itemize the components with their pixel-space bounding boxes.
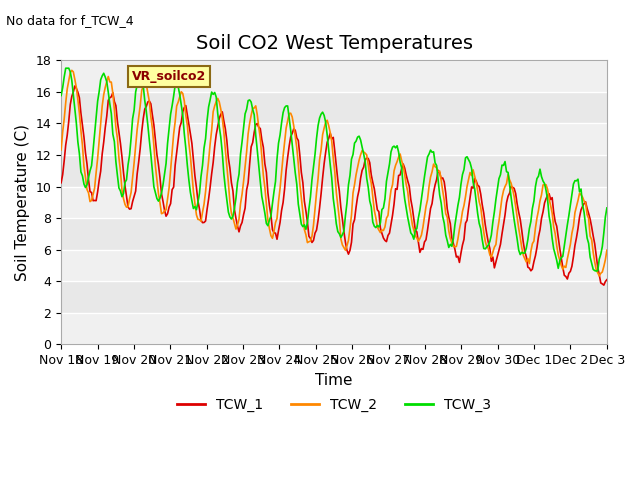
Bar	[61, 123, 607, 155]
Text: VR_soilco2: VR_soilco2	[132, 70, 206, 83]
Title: Soil CO2 West Temperatures: Soil CO2 West Temperatures	[195, 34, 472, 53]
Bar	[61, 313, 607, 345]
Legend: TCW_1, TCW_2, TCW_3: TCW_1, TCW_2, TCW_3	[172, 392, 496, 417]
Bar	[61, 187, 607, 218]
Y-axis label: Soil Temperature (C): Soil Temperature (C)	[15, 124, 30, 281]
Text: No data for f_TCW_4: No data for f_TCW_4	[6, 14, 134, 27]
X-axis label: Time: Time	[316, 373, 353, 388]
Bar	[61, 250, 607, 281]
Bar	[61, 60, 607, 92]
